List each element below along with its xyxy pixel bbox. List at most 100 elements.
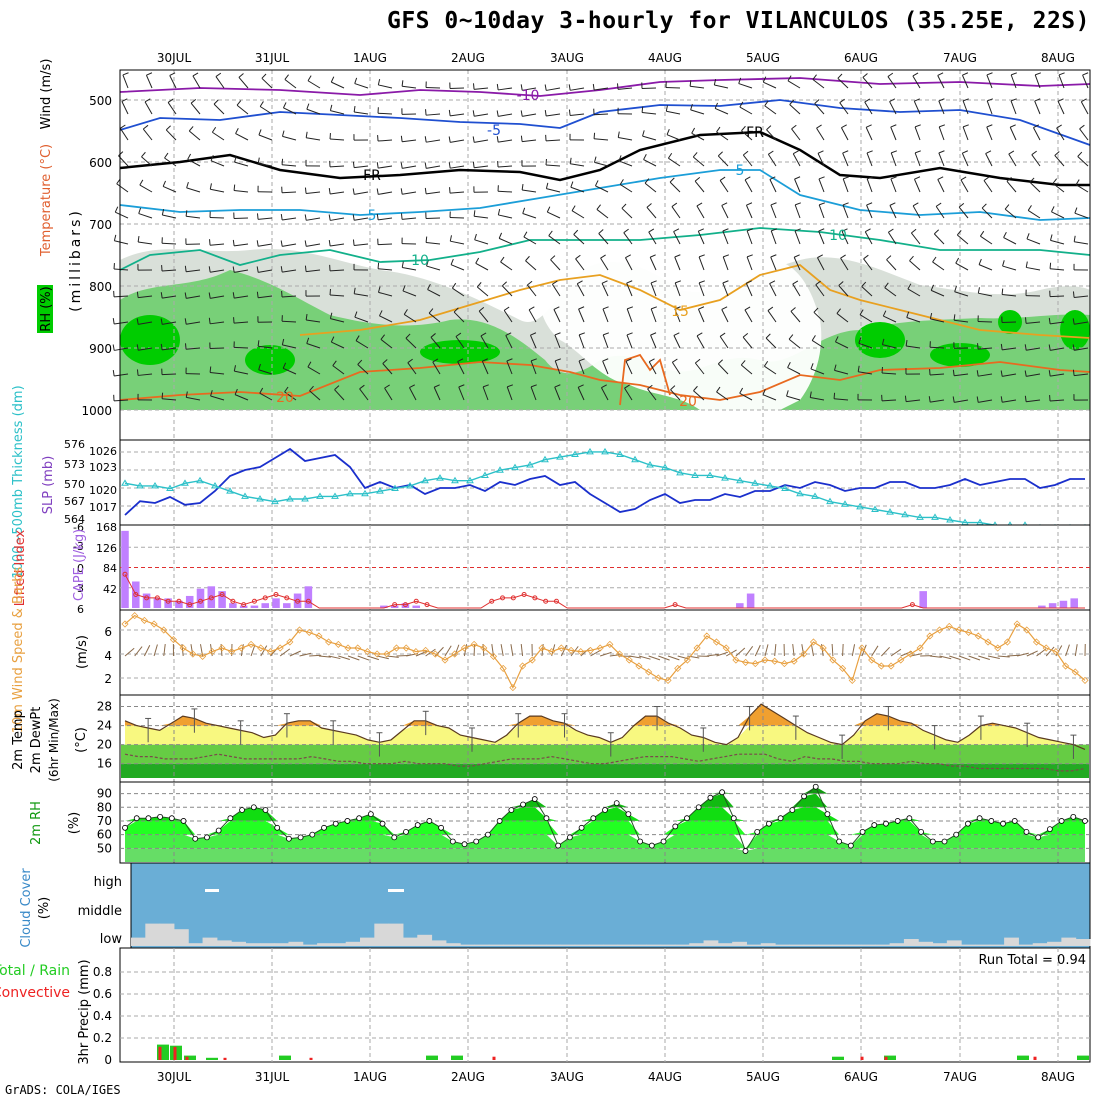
wind-barb	[113, 295, 129, 298]
wind-barb-flag	[859, 309, 864, 315]
wind-barb-flag	[210, 154, 214, 161]
wind-barb	[791, 128, 801, 141]
thickness-marker	[286, 495, 294, 502]
wind-barb	[281, 191, 297, 194]
wind-barb	[210, 295, 225, 299]
wind-barb-flag	[601, 280, 608, 284]
wind-barb-flag	[790, 307, 796, 312]
rh2m-marker	[707, 794, 714, 801]
wind-barb-flag	[304, 240, 307, 247]
legend-slp: SLP (mb)	[41, 456, 56, 515]
wind-barb-flag	[433, 384, 440, 388]
wind-barb	[354, 165, 369, 169]
temp-ytick: 20	[97, 738, 112, 752]
wind10-barb	[629, 655, 642, 659]
wind-barb	[674, 256, 681, 271]
temp-band-mid	[121, 744, 1089, 764]
rh2m-marker	[906, 815, 913, 822]
wind10-marker	[257, 644, 265, 652]
lifted-index-marker	[219, 592, 225, 597]
cape-bar	[283, 603, 291, 608]
wind10-marker	[1032, 638, 1041, 646]
wind-barb	[618, 87, 633, 90]
wind-barb	[234, 243, 249, 247]
wind-barb	[1033, 127, 1041, 141]
wind-barb	[378, 291, 393, 297]
lifted-index-marker	[284, 595, 290, 601]
wind-barb	[602, 360, 609, 375]
legend-minmax: (6hr Min/Max)	[47, 698, 61, 782]
wind10-barb	[1017, 652, 1029, 657]
legend-temp2m: 2m Temp	[11, 710, 26, 770]
cape-bar	[304, 586, 313, 608]
wind-barb-flag	[424, 162, 427, 169]
wind-barb	[164, 157, 177, 167]
wind-barb-flag	[930, 284, 935, 291]
wind-barb-flag	[1003, 231, 1007, 238]
wind-barb	[674, 308, 681, 323]
wind-barb-flag	[1072, 291, 1075, 298]
wind-barb	[548, 235, 561, 245]
wind-barb	[529, 334, 537, 349]
slp-line	[124, 447, 1085, 516]
upper-ytick: 500	[89, 94, 112, 108]
wind-barb-flag	[937, 72, 944, 76]
wind-barb-flag	[474, 233, 477, 240]
wind-barb-flag	[520, 110, 523, 117]
wind-barb-flag	[887, 72, 894, 77]
wind-barb	[1002, 373, 1017, 377]
wind-barb	[650, 282, 657, 297]
rh2m-marker	[766, 820, 772, 827]
wind10-barb	[687, 655, 700, 659]
wind-barb-flag	[546, 206, 551, 213]
wind-barb-flag	[1079, 124, 1085, 130]
wind-barb	[553, 309, 561, 323]
wind-barb-flag	[235, 128, 239, 134]
rh2m-marker	[356, 815, 363, 822]
wind-barb-flag	[400, 213, 403, 220]
wind-barb-flag	[669, 177, 675, 183]
wind-barb-flag	[578, 332, 585, 336]
wind-barb-flag	[674, 306, 681, 310]
wind-barb-flag	[192, 72, 199, 77]
wind-barb-flag	[866, 150, 873, 154]
cloud-low-bar	[803, 944, 819, 946]
wind-barb	[359, 388, 369, 401]
cape-ytick: 126	[96, 542, 117, 555]
wind-barb	[906, 317, 921, 323]
rh-shading-dark	[420, 340, 500, 364]
rh2m-marker	[1082, 818, 1088, 824]
wind-barb-flag	[962, 124, 969, 128]
lifted-index-marker	[424, 602, 430, 608]
wind-barb-flag	[259, 387, 264, 394]
wind10-marker	[926, 632, 934, 640]
cloud-level-label: middle	[78, 904, 122, 919]
wind10-barb	[415, 650, 428, 657]
wind-barb-flag	[912, 72, 919, 77]
wind-barb	[1009, 127, 1017, 141]
thickness-marker	[541, 455, 549, 463]
rh2m-marker	[286, 835, 292, 842]
wind-barb	[116, 183, 129, 193]
cloud-low-bar	[875, 944, 891, 946]
cape-bar	[229, 603, 237, 608]
wind-barb	[354, 191, 369, 195]
lifted-index-marker	[489, 598, 495, 604]
wind-barb	[238, 77, 249, 89]
wind10-barb	[968, 655, 981, 661]
wind-barb	[619, 184, 633, 193]
wind-barb	[329, 165, 345, 168]
thickness-marker	[916, 513, 924, 520]
wind-barb-flag	[377, 262, 380, 269]
wind-barb-flag	[527, 280, 533, 286]
wind-barb	[432, 361, 441, 375]
wind-barb	[787, 80, 801, 89]
rh2m-marker	[520, 801, 526, 808]
thickness-marker	[691, 471, 699, 478]
wind-barb-flag	[215, 72, 222, 77]
dewpt2m-line	[124, 753, 1086, 772]
rh2m-marker	[883, 820, 889, 827]
wind-barb-flag	[146, 72, 153, 76]
lifted-index-marker	[198, 598, 204, 604]
wind10-marker	[1081, 676, 1089, 684]
